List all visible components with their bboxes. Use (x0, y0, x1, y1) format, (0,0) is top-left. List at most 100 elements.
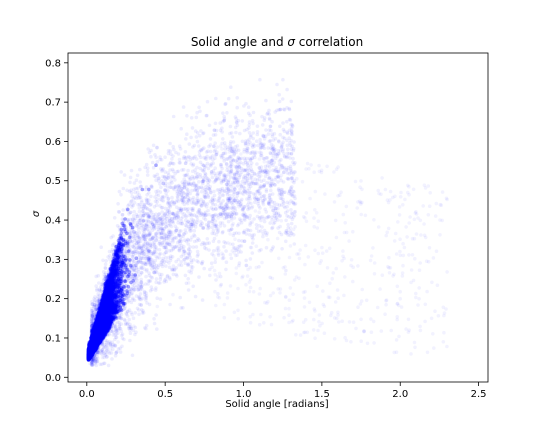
scatter-point (100, 306, 105, 311)
scatter-point (87, 353, 91, 358)
scatter-point (88, 341, 93, 345)
scatter-point (105, 299, 110, 304)
scatter-point (98, 335, 102, 340)
scatter-point (104, 290, 108, 295)
scatter-point (110, 273, 114, 278)
scatter-point (114, 292, 118, 296)
scatter-point (99, 325, 104, 330)
scatter-point (102, 329, 107, 334)
scatter-point (89, 348, 93, 352)
scatter-point (95, 322, 100, 327)
scatter-point (100, 329, 105, 334)
scatter-point (98, 322, 102, 326)
scatter-point (108, 275, 113, 279)
scatter-point (96, 336, 101, 341)
scatter-point (92, 341, 96, 345)
scatter-point (103, 305, 107, 309)
scatter-point (98, 335, 103, 339)
scatter-point (93, 330, 98, 335)
scatter-point (90, 334, 94, 338)
scatter-point (99, 307, 103, 311)
scatter-point (105, 307, 109, 312)
scatter-point (98, 318, 102, 322)
scatter-point (120, 254, 124, 259)
scatter-point (105, 291, 110, 296)
scatter-point (94, 317, 98, 321)
scatter-point (90, 344, 95, 348)
scatter-point (90, 348, 94, 353)
scatter-point (94, 339, 99, 343)
scatter-point (93, 330, 97, 334)
scatter-point (109, 299, 113, 304)
scatter-point (91, 347, 95, 351)
scatter-point (88, 345, 92, 349)
scatter-point (103, 330, 107, 335)
scatter-point (100, 314, 105, 319)
scatter-point (98, 329, 103, 334)
scatter-point (88, 350, 93, 354)
scatter-point (91, 333, 95, 338)
scatter-point (99, 312, 104, 317)
scatter-point (117, 236, 122, 241)
scatter-point (92, 333, 96, 337)
scatter-point (102, 305, 106, 310)
scatter-point (105, 297, 109, 302)
scatter-point (87, 348, 91, 353)
scatter-point (87, 353, 92, 357)
scatter-point (89, 344, 94, 348)
scatter-point (92, 343, 97, 348)
scatter-point (97, 327, 102, 332)
scatter-point (93, 343, 98, 348)
scatter-point (87, 353, 91, 358)
scatter-point (123, 270, 128, 275)
scatter-point (102, 329, 107, 334)
scatter-point (100, 325, 104, 330)
scatter-point (113, 304, 117, 308)
scatter-point (89, 344, 93, 349)
scatter-point (92, 327, 97, 331)
scatter-point (94, 327, 99, 331)
scatter-point (120, 247, 124, 251)
scatter-point (101, 325, 106, 329)
scatter-point (93, 344, 97, 348)
scatter-point (89, 339, 94, 344)
scatter-point (99, 313, 104, 318)
scatter-point (94, 332, 98, 337)
scatter-point (94, 321, 99, 326)
scatter-point (103, 304, 107, 308)
scatter-point (98, 327, 102, 331)
scatter-point (107, 299, 112, 304)
scatter-point (88, 354, 93, 358)
scatter-point (88, 346, 93, 351)
scatter-point (98, 312, 102, 317)
scatter-point (93, 328, 97, 333)
scatter-point (115, 275, 119, 280)
scatter-point (91, 345, 95, 349)
scatter-point (96, 317, 100, 322)
scatter-point (91, 337, 96, 342)
scatter-point (94, 336, 99, 340)
scatter-point (91, 345, 95, 350)
scatter-point (92, 340, 96, 344)
scatter-point (98, 311, 103, 316)
scatter-point (99, 331, 104, 335)
scatter-point (96, 320, 101, 325)
scatter-point (101, 323, 105, 328)
scatter-point (95, 317, 100, 321)
scatter-point (89, 348, 93, 353)
scatter-point (97, 327, 101, 332)
scatter-point (92, 342, 97, 347)
scatter-point (90, 340, 94, 345)
scatter-point (86, 352, 91, 357)
scatter-point (99, 308, 104, 313)
scatter-point (95, 342, 100, 347)
scatter-point (101, 318, 105, 322)
scatter-point (113, 307, 118, 311)
scatter-point (101, 313, 106, 317)
scatter-point (96, 311, 101, 316)
scatter-point (101, 312, 106, 317)
scatter-point (86, 355, 91, 359)
scatter-point (87, 354, 91, 359)
scatter-point (95, 338, 99, 343)
scatter-point (100, 298, 104, 302)
